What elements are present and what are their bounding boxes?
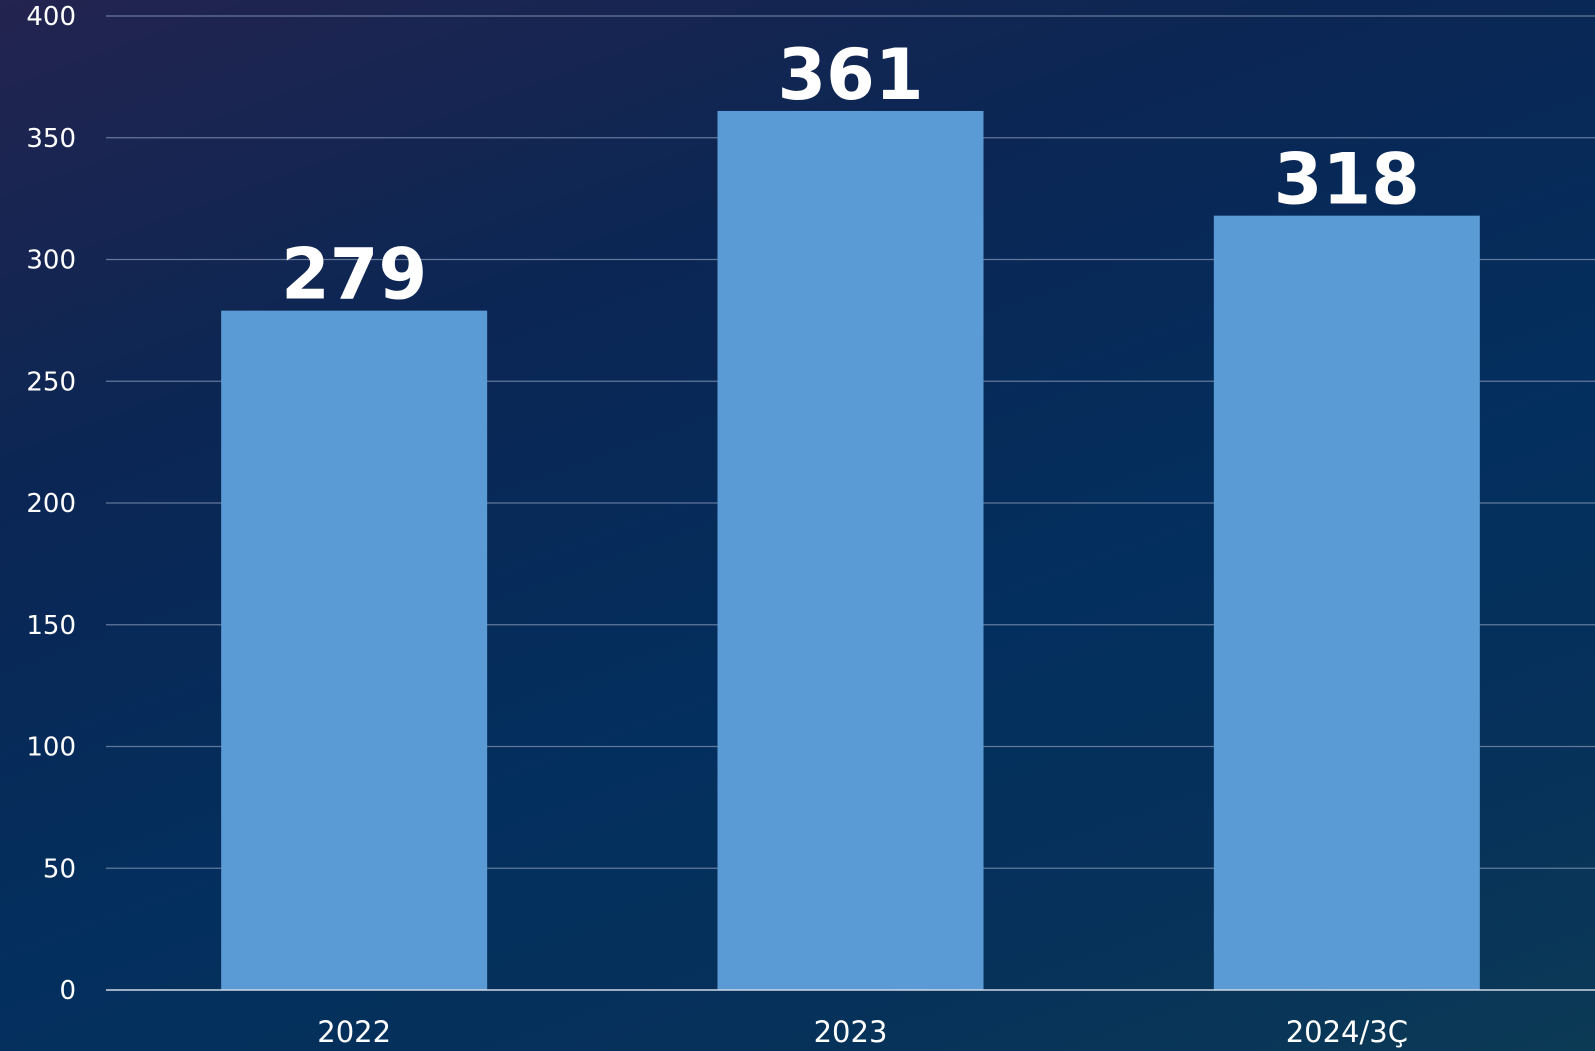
y-tick-label: 100 bbox=[26, 733, 76, 763]
y-tick-label: 200 bbox=[26, 489, 76, 519]
x-category-label: 2022 bbox=[317, 1015, 391, 1049]
bars bbox=[221, 110, 1480, 991]
y-tick-label: 350 bbox=[26, 124, 76, 154]
bar-value-label: 279 bbox=[281, 234, 427, 316]
bar-2023 bbox=[717, 110, 984, 991]
y-axis-tick-labels: 0 50 100 150 200 250 300 350 400 bbox=[26, 2, 76, 1006]
y-tick-label: 300 bbox=[26, 246, 76, 276]
x-category-label: 2023 bbox=[814, 1015, 888, 1049]
y-tick-label: 400 bbox=[26, 2, 76, 32]
y-tick-label: 0 bbox=[59, 976, 76, 1006]
y-tick-label: 250 bbox=[26, 367, 76, 397]
y-tick-label: 50 bbox=[43, 854, 76, 884]
x-category-label: 2024/3Ç bbox=[1286, 1015, 1408, 1049]
bar-value-label: 361 bbox=[777, 34, 923, 116]
bar-value-labels: 279 361 318 bbox=[281, 34, 1420, 316]
bar-value-label: 318 bbox=[1274, 139, 1420, 221]
bar-2024-3- bbox=[1213, 215, 1480, 991]
bar-2022 bbox=[221, 310, 488, 990]
x-axis-category-labels: 2022 2023 2024/3Ç bbox=[317, 1015, 1408, 1049]
y-tick-label: 150 bbox=[26, 611, 76, 641]
